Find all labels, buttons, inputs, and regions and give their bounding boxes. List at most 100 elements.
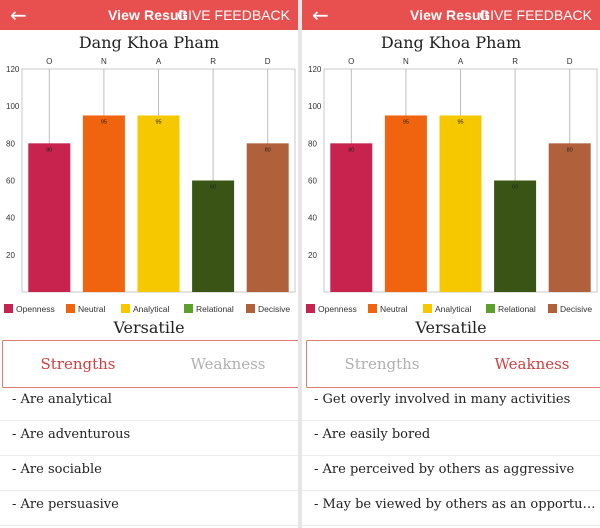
y-tick-label: 100 bbox=[6, 102, 20, 111]
category-label: R bbox=[512, 57, 518, 66]
y-tick-label: 80 bbox=[6, 139, 15, 148]
category-label: N bbox=[403, 57, 409, 66]
y-tick-label: 60 bbox=[308, 177, 317, 186]
bar-value-label: 95 bbox=[403, 119, 409, 125]
bar bbox=[82, 115, 125, 292]
legend-swatch bbox=[121, 304, 130, 313]
give-feedback-button[interactable]: GIVE FEEDBACK bbox=[479, 7, 592, 23]
y-tick-label: 20 bbox=[308, 251, 317, 260]
bar bbox=[137, 115, 180, 292]
bar bbox=[28, 143, 71, 292]
list-item: - May be viewed by others as an opportun… bbox=[302, 491, 600, 526]
tab-weakness[interactable]: Weakness bbox=[190, 355, 266, 373]
legend-label: Openness bbox=[16, 304, 55, 314]
y-tick-label: 120 bbox=[6, 65, 20, 74]
legend-item: Analytical bbox=[121, 303, 169, 315]
legend-swatch bbox=[368, 304, 377, 313]
panel-divider bbox=[298, 0, 302, 528]
legend-swatch bbox=[486, 304, 495, 313]
legend-label: Relational bbox=[196, 304, 234, 314]
legend-swatch bbox=[246, 304, 255, 313]
bar bbox=[439, 115, 482, 292]
legend-swatch bbox=[306, 304, 315, 313]
bar-value-label: 80 bbox=[348, 147, 354, 153]
legend-label: Neutral bbox=[380, 304, 408, 314]
strengths-list: - Are analytical - Are adventurous - Are… bbox=[0, 386, 298, 526]
top-bar: ← View Result GIVE FEEDBACK bbox=[302, 0, 600, 30]
bar-value-label: 60 bbox=[210, 185, 216, 191]
y-tick-label: 100 bbox=[308, 102, 322, 111]
list-item: - Are persuasive bbox=[0, 491, 298, 526]
legend-item: Openness bbox=[4, 303, 55, 315]
bar-value-label: 80 bbox=[567, 147, 573, 153]
legend-item: Neutral bbox=[66, 303, 105, 315]
personality-bar-chart: 20 40 60 80 100 120 O 80 N 95 A 95 R 60 D 80 bbox=[6, 57, 296, 293]
view-result-button[interactable]: View Result bbox=[108, 7, 188, 23]
bar bbox=[384, 115, 427, 292]
legend-swatch bbox=[423, 304, 432, 313]
screen-weakness: ← View Result GIVE FEEDBACK Dang Khoa Ph… bbox=[302, 0, 600, 528]
legend-swatch bbox=[548, 304, 557, 313]
bar-value-label: 80 bbox=[265, 147, 271, 153]
bar-value-label: 95 bbox=[101, 119, 107, 125]
top-bar: ← View Result GIVE FEEDBACK bbox=[0, 0, 298, 30]
list-item: - Get overly involved in many activities bbox=[302, 386, 600, 421]
category-label: O bbox=[46, 57, 52, 66]
bar-value-label: 95 bbox=[155, 119, 161, 125]
legend-label: Openness bbox=[318, 304, 357, 314]
y-tick-label: 60 bbox=[6, 177, 15, 186]
chart-legend: Openness Neutral Analytical Relational Decis… bbox=[4, 303, 298, 315]
weakness-list: - Get overly involved in many activities… bbox=[302, 386, 600, 526]
personality-type: Versatile bbox=[113, 318, 185, 337]
category-label: O bbox=[348, 57, 354, 66]
bar bbox=[548, 143, 591, 292]
legend-item: Decisive bbox=[246, 303, 290, 315]
list-item: - Are perceived by others as aggressive bbox=[302, 456, 600, 491]
chart-legend: Openness Neutral Analytical Relational Decis… bbox=[306, 303, 600, 315]
view-result-button[interactable]: View Result bbox=[410, 7, 490, 23]
personality-bar-chart: 20 40 60 80 100 120 O 80 N 95 A 95 R 60 D 80 bbox=[308, 57, 598, 293]
legend-label: Decisive bbox=[560, 304, 593, 314]
legend-label: Analytical bbox=[435, 304, 472, 314]
legend-label: Relational bbox=[498, 304, 536, 314]
strengths-weakness-tabs: Strengths Weakness bbox=[2, 340, 298, 388]
y-tick-label: 80 bbox=[308, 139, 317, 148]
category-label: A bbox=[156, 57, 162, 66]
category-label: D bbox=[265, 57, 271, 66]
legend-swatch bbox=[4, 304, 13, 313]
y-tick-label: 40 bbox=[6, 214, 15, 223]
personality-type: Versatile bbox=[415, 318, 487, 337]
legend-item: Analytical bbox=[423, 303, 471, 315]
bar bbox=[246, 143, 289, 292]
y-tick-label: 120 bbox=[308, 65, 322, 74]
legend-label: Decisive bbox=[258, 304, 291, 314]
y-tick-label: 40 bbox=[308, 214, 317, 223]
category-label: A bbox=[458, 57, 464, 66]
tab-strengths[interactable]: Strengths bbox=[344, 355, 420, 373]
tab-weakness[interactable]: Weakness bbox=[494, 355, 570, 373]
list-item: - Are sociable bbox=[0, 456, 298, 491]
legend-label: Analytical bbox=[133, 304, 170, 314]
person-name: Dang Khoa Pham bbox=[380, 33, 522, 52]
y-tick-label: 20 bbox=[6, 251, 15, 260]
legend-swatch bbox=[66, 304, 75, 313]
category-label: N bbox=[101, 57, 107, 66]
back-arrow-icon[interactable]: ← bbox=[10, 3, 27, 27]
give-feedback-button[interactable]: GIVE FEEDBACK bbox=[177, 7, 290, 23]
person-name: Dang Khoa Pham bbox=[78, 33, 220, 52]
legend-item: Relational bbox=[184, 303, 234, 315]
list-item: - Are easily bored bbox=[302, 421, 600, 456]
list-item: - Are adventurous bbox=[0, 421, 298, 456]
bar-value-label: 80 bbox=[46, 147, 52, 153]
bar-value-label: 60 bbox=[512, 185, 518, 191]
legend-item: Neutral bbox=[368, 303, 407, 315]
back-arrow-icon[interactable]: ← bbox=[312, 3, 329, 27]
bar-value-label: 95 bbox=[457, 119, 463, 125]
tab-strengths[interactable]: Strengths bbox=[40, 355, 116, 373]
legend-item: Relational bbox=[486, 303, 536, 315]
legend-item: Openness bbox=[306, 303, 357, 315]
legend-item: Decisive bbox=[548, 303, 592, 315]
bar bbox=[494, 180, 537, 292]
strengths-weakness-tabs: Strengths Weakness bbox=[306, 340, 600, 388]
bar bbox=[330, 143, 373, 292]
